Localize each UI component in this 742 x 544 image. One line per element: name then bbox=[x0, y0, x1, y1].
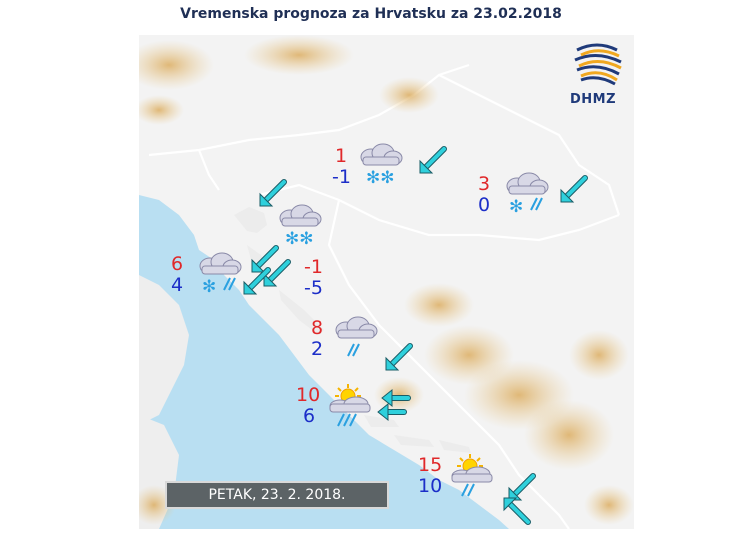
cloud-sleet-icon: ✻ bbox=[199, 252, 242, 294]
temp-min-lika: -5 bbox=[304, 277, 323, 299]
cloud-snow-icon: ✻✻ bbox=[360, 143, 403, 185]
temp-max-osijek: 3 bbox=[478, 173, 491, 195]
svg-text:✻: ✻ bbox=[509, 197, 523, 214]
temp-max-zagreb: 1 bbox=[335, 145, 348, 167]
temp-max-zadar: 8 bbox=[311, 317, 324, 339]
wind-arrow-icon bbox=[260, 182, 284, 206]
forecast-map bbox=[139, 35, 634, 529]
temp-max-dubrovnik: 15 bbox=[418, 454, 443, 476]
temp-min-zadar: 2 bbox=[311, 338, 324, 360]
map-title: Vremenska prognoza za Hrvatsku za 23.02.… bbox=[180, 6, 562, 22]
dhmz-logo-text: DHMZ bbox=[570, 92, 617, 107]
wind-arrow-icon bbox=[509, 476, 533, 500]
wind-arrow-icon bbox=[382, 390, 408, 406]
temp-min-rijeka: 4 bbox=[171, 274, 184, 296]
wind-arrow-icon bbox=[504, 498, 528, 522]
temp-max-rijeka: 6 bbox=[171, 253, 184, 275]
italy-coast bbox=[139, 275, 189, 425]
wind-arrow-icon bbox=[561, 178, 585, 202]
temp-max-lika: -1 bbox=[304, 256, 323, 278]
temp-min-zagreb: -1 bbox=[332, 166, 351, 188]
island bbox=[364, 415, 399, 427]
adriatic-sea bbox=[139, 195, 509, 529]
dhmz-logo-icon bbox=[574, 43, 622, 86]
cloud-rain-icon bbox=[335, 316, 378, 357]
date-label: PETAK, 23. 2. 2018. bbox=[165, 481, 389, 509]
wind-arrow-icon bbox=[378, 404, 404, 420]
temp-min-osijek: 0 bbox=[478, 194, 491, 216]
svg-text:✻✻: ✻✻ bbox=[285, 229, 314, 246]
map-background bbox=[139, 35, 634, 529]
temp-min-dubrovnik: 10 bbox=[418, 475, 443, 497]
relief bbox=[139, 35, 634, 525]
wind-arrow-icon bbox=[420, 149, 444, 173]
temp-min-split: 6 bbox=[303, 405, 316, 427]
cloud-snow-icon: ✻✻ bbox=[279, 204, 322, 246]
wind-arrow-icon bbox=[252, 248, 276, 272]
svg-text:✻: ✻ bbox=[202, 277, 216, 294]
cloud-sleet-icon: ✻ bbox=[506, 172, 549, 214]
borders bbox=[148, 63, 621, 529]
svg-text:✻✻: ✻✻ bbox=[366, 168, 395, 185]
wind-arrow-icon bbox=[386, 346, 410, 370]
island bbox=[439, 440, 471, 453]
island bbox=[234, 207, 267, 233]
island bbox=[279, 290, 324, 335]
sun-cloud-rain-icon bbox=[451, 454, 493, 497]
sun-cloud-heavy-rain-icon bbox=[329, 384, 371, 427]
island bbox=[394, 435, 434, 447]
temp-max-split: 10 bbox=[296, 384, 321, 406]
island bbox=[247, 245, 269, 275]
